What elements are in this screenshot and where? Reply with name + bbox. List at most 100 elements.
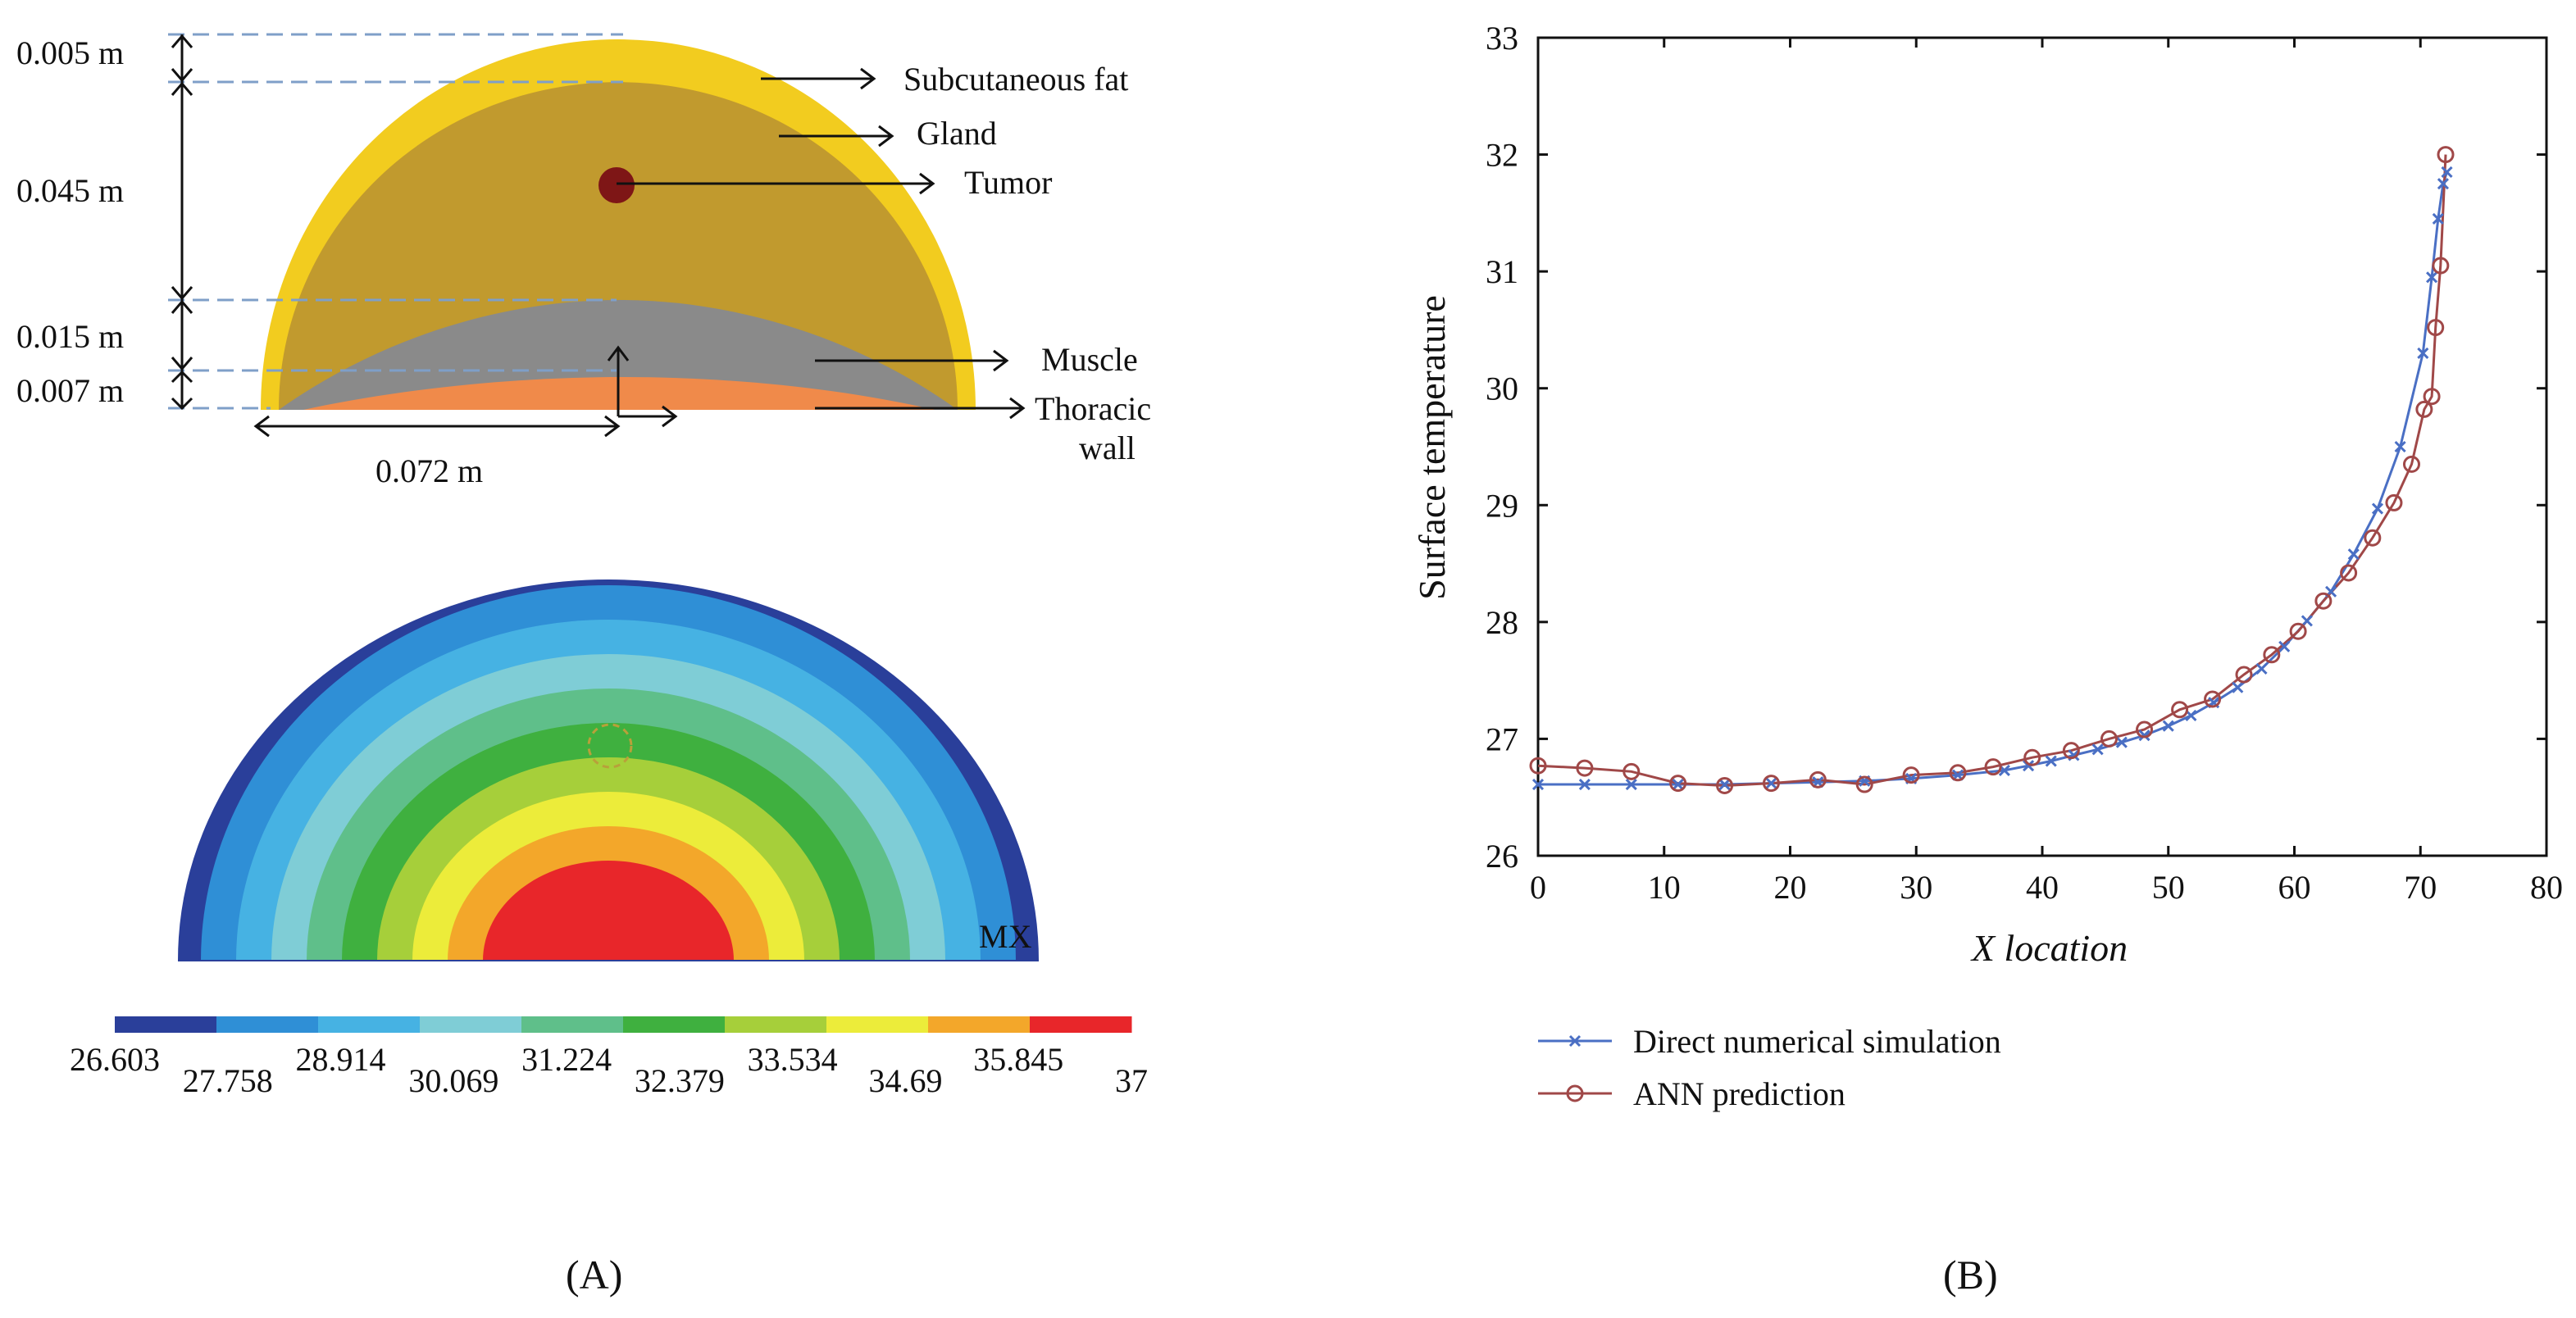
data-point — [1576, 759, 1594, 777]
x-tick-label: 30 — [1900, 869, 1932, 906]
data-point — [1765, 777, 1777, 789]
data-point — [1762, 775, 1780, 793]
x-tick-label: 0 — [1530, 869, 1546, 906]
y-axis-ticks: 26 27 28 29 30 31 32 33 — [1486, 20, 2546, 875]
data-point — [2432, 257, 2450, 275]
breast-geometry-diagram: 0.005 m 0.045 m 0.015 m 0.007 m 0.072 m … — [16, 33, 1151, 489]
fat-label: Subcutaneous fat — [903, 61, 1128, 98]
colorbar-segment — [420, 1016, 522, 1033]
data-point — [2136, 720, 2154, 739]
data-point — [1949, 764, 1967, 782]
data-point — [1669, 775, 1687, 793]
data-point — [2263, 646, 2281, 664]
series-line-direct-simulation — [1538, 171, 2448, 786]
data-point — [2347, 548, 2360, 561]
series-line-ann-prediction — [1537, 154, 2447, 788]
y-tick-label: 33 — [1486, 20, 1518, 57]
data-point — [2278, 640, 2291, 652]
muscle-label: Muscle — [1041, 341, 1138, 378]
data-point — [2402, 455, 2420, 473]
colorbar-segment — [318, 1016, 421, 1033]
data-point — [2427, 319, 2445, 337]
x-tick-label: 70 — [2404, 869, 2437, 906]
data-point — [2138, 729, 2150, 742]
colorbar-tick-label: 35.845 — [973, 1041, 1063, 1078]
legend-label: Direct numerical simulation — [1633, 1023, 2001, 1060]
data-point — [1623, 762, 1641, 780]
x-tick-label: 40 — [2026, 869, 2059, 906]
y-axis-label: Surface temperature — [1411, 295, 1453, 600]
colorbar-tick-label: 28.914 — [296, 1041, 386, 1078]
colorbar-tick-label: 31.224 — [521, 1041, 612, 1078]
y-tick-label: 29 — [1486, 487, 1518, 524]
wall-thickness-label: 0.007 m — [16, 372, 124, 409]
data-point — [2314, 592, 2333, 610]
data-point — [2235, 666, 2253, 684]
data-point — [2232, 681, 2244, 693]
data-point — [2437, 178, 2449, 190]
x-axis-ticks: 0 10 20 30 40 50 60 70 80 — [1530, 38, 2563, 906]
data-point — [1531, 778, 1545, 791]
colorbar-tick-label: 27.758 — [183, 1062, 273, 1099]
panel-b-caption: (B) — [1943, 1252, 1998, 1298]
colorbar-segment — [928, 1016, 1031, 1033]
legend-label: ANN prediction — [1633, 1075, 1846, 1112]
colorbar-segment — [1030, 1016, 1132, 1033]
tumor-marker — [598, 167, 635, 203]
colorbar-segment — [216, 1016, 319, 1033]
data-point — [2045, 755, 2057, 767]
colorbar-tick-label: 37 — [1115, 1062, 1148, 1099]
y-tick-label: 27 — [1486, 720, 1518, 757]
data-point — [1855, 775, 1873, 793]
panel-a-caption: (A) — [566, 1252, 622, 1298]
colorbar-tick-label: 33.534 — [748, 1041, 838, 1078]
data-point — [1984, 758, 2002, 776]
legend-marker — [1568, 1034, 1582, 1048]
legend-marker — [1566, 1084, 1584, 1102]
data-point — [2415, 400, 2433, 418]
data-point — [2441, 166, 2453, 179]
data-point — [2417, 347, 2429, 360]
data-point — [1672, 778, 1684, 791]
chart-legend: Direct numerical simulation ANN predictio… — [1538, 1023, 2001, 1112]
gland-label: Gland — [917, 115, 997, 152]
colorbar-tick-label: 32.379 — [635, 1062, 725, 1099]
muscle-thickness-label: 0.015 m — [16, 318, 124, 355]
tumor-outline — [587, 723, 633, 769]
contour-outline — [177, 579, 1040, 961]
colorbar-tick-label: 34.69 — [868, 1062, 942, 1099]
tumor-label: Tumor — [964, 164, 1052, 201]
thoracic-wall-label: Thoracic — [1035, 390, 1151, 427]
data-point — [2091, 743, 2104, 756]
temperature-contour-plot: MX 26.603 27.758 28.914 30.069 31.224 32.379 3… — [70, 579, 1148, 1099]
data-point — [1902, 766, 1920, 784]
data-point — [2100, 729, 2118, 748]
data-point — [1625, 778, 1637, 791]
data-point — [2426, 271, 2438, 284]
colorbar-tick-label: 26.603 — [70, 1041, 160, 1078]
data-point — [2394, 440, 2406, 453]
data-point — [2364, 529, 2382, 547]
data-point — [2023, 748, 2041, 766]
data-point — [2385, 493, 2403, 511]
x-tick-label: 10 — [1648, 869, 1681, 906]
data-point — [1578, 778, 1591, 791]
colorbar-tick-label: 30.069 — [408, 1062, 498, 1099]
y-tick-label: 31 — [1486, 253, 1518, 290]
data-point — [2423, 388, 2441, 406]
colorbar-segment — [725, 1016, 827, 1033]
dimension-arrows — [171, 34, 678, 438]
x-axis-label: X location — [1970, 927, 2128, 969]
dimension-guides — [168, 33, 623, 410]
data-point — [2437, 146, 2455, 164]
data-point — [2062, 742, 2080, 760]
data-point — [1718, 778, 1731, 791]
plot-frame — [1536, 36, 2548, 857]
data-point — [2340, 564, 2358, 582]
y-tick-label: 30 — [1486, 370, 1518, 407]
data-point — [1809, 770, 1827, 789]
gland-thickness-label: 0.045 m — [16, 172, 124, 209]
temperature-colorbar — [115, 1016, 1132, 1033]
colorbar-segment — [521, 1016, 624, 1033]
y-tick-label: 28 — [1486, 604, 1518, 641]
